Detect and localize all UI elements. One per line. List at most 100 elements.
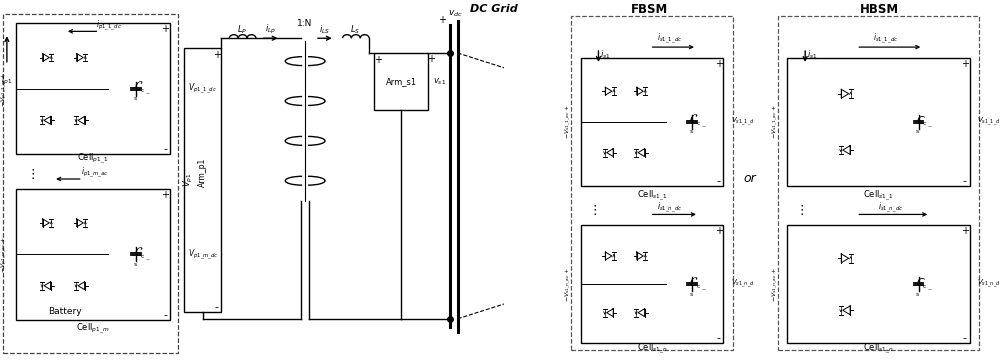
Text: $\mathcal{C}$: $\mathcal{C}$ xyxy=(134,81,143,93)
Polygon shape xyxy=(78,282,85,290)
Text: $C$: $C$ xyxy=(916,276,925,288)
Text: $i_{Lp}$: $i_{Lp}$ xyxy=(265,23,276,36)
Text: $i_{s1\_1\_dc}$: $i_{s1\_1\_dc}$ xyxy=(873,32,899,46)
Text: $\vdots$: $\vdots$ xyxy=(588,204,597,217)
Text: $\mathcal{C}$: $\mathcal{C}$ xyxy=(689,276,699,289)
Polygon shape xyxy=(637,87,643,95)
Text: +: + xyxy=(961,226,969,236)
Text: FBSM: FBSM xyxy=(631,3,668,16)
Text: $V_{s1\_n\_d}$: $V_{s1\_n\_d}$ xyxy=(977,278,1000,290)
Text: $i_{p1\_1\_dc}$: $i_{p1\_1\_dc}$ xyxy=(96,18,122,33)
Text: $V_{s1\_1\_d}$: $V_{s1\_1\_d}$ xyxy=(977,116,1000,128)
Text: c _: c _ xyxy=(923,284,932,289)
Polygon shape xyxy=(841,254,849,263)
Bar xyxy=(787,225,970,343)
Bar xyxy=(3,14,178,353)
Text: 1:N: 1:N xyxy=(297,19,313,28)
Text: $\vdots$: $\vdots$ xyxy=(795,204,804,217)
Text: c _: c _ xyxy=(141,254,149,259)
Text: +: + xyxy=(213,50,221,60)
Text: $i_{p1}$: $i_{p1}$ xyxy=(1,74,12,87)
Text: $i_{s1}$: $i_{s1}$ xyxy=(807,49,817,61)
Polygon shape xyxy=(841,89,849,98)
Text: +: + xyxy=(961,59,969,69)
Text: $i_{s1\_n\_dc}$: $i_{s1\_n\_dc}$ xyxy=(878,200,903,215)
Text: or: or xyxy=(744,172,756,185)
Text: $L_S$: $L_S$ xyxy=(350,23,360,36)
Text: $L_P$: $L_P$ xyxy=(237,23,247,36)
Bar xyxy=(778,16,979,350)
Polygon shape xyxy=(637,252,643,260)
Text: $-V_{p1\_m\_ac}+$: $-V_{p1\_m\_ac}+$ xyxy=(0,236,9,273)
Text: -: - xyxy=(215,302,219,312)
Text: -: - xyxy=(717,334,721,343)
Text: $i_{s1\_n\_dc}$: $i_{s1\_n\_dc}$ xyxy=(657,200,682,215)
Bar xyxy=(16,24,170,154)
Bar xyxy=(184,48,221,312)
Text: $V_{s1\_1\_d}$: $V_{s1\_1\_d}$ xyxy=(731,116,755,128)
Polygon shape xyxy=(605,87,612,95)
Polygon shape xyxy=(43,219,49,227)
Text: DC Grid: DC Grid xyxy=(470,4,517,14)
Polygon shape xyxy=(605,252,612,260)
Text: -: - xyxy=(163,144,167,155)
Text: c _: c _ xyxy=(697,121,705,126)
Polygon shape xyxy=(607,309,613,317)
Text: +: + xyxy=(438,15,446,25)
Polygon shape xyxy=(843,306,850,315)
Text: +: + xyxy=(715,59,723,69)
Text: s: s xyxy=(916,291,919,297)
Bar xyxy=(374,53,428,110)
Text: Cell$_{p1\_m}$: Cell$_{p1\_m}$ xyxy=(76,321,110,336)
Text: $i_{p1\_m\_ac}$: $i_{p1\_m\_ac}$ xyxy=(81,166,108,180)
Text: $v_{s1}$: $v_{s1}$ xyxy=(433,76,446,87)
Polygon shape xyxy=(77,219,83,227)
Text: -: - xyxy=(163,310,167,320)
Text: c _: c _ xyxy=(697,284,705,289)
Polygon shape xyxy=(638,149,645,156)
Text: c _: c _ xyxy=(141,89,149,93)
Text: +: + xyxy=(427,54,435,64)
Text: $i_{s1\_1\_dc}$: $i_{s1\_1\_dc}$ xyxy=(657,32,682,46)
Text: s: s xyxy=(689,291,693,297)
Polygon shape xyxy=(638,309,645,317)
Text: $V_{p1}$: $V_{p1}$ xyxy=(181,173,195,187)
Text: +: + xyxy=(161,190,169,200)
Text: +: + xyxy=(161,24,169,34)
Text: $i_{s1}$: $i_{s1}$ xyxy=(600,49,611,61)
Text: s: s xyxy=(916,129,919,134)
Polygon shape xyxy=(78,117,85,124)
Text: Cell$_{s1\_1}$: Cell$_{s1\_1}$ xyxy=(637,188,667,203)
Text: $i_{LS}$: $i_{LS}$ xyxy=(319,23,330,36)
Polygon shape xyxy=(77,54,83,61)
Text: c _: c _ xyxy=(923,121,932,126)
Text: -: - xyxy=(963,334,967,343)
Polygon shape xyxy=(44,117,51,124)
Text: $\mathcal{C}$: $\mathcal{C}$ xyxy=(689,113,699,126)
Text: $\vdots$: $\vdots$ xyxy=(26,167,35,181)
Polygon shape xyxy=(843,146,850,155)
Text: $V_{p1\_m\_dc}$: $V_{p1\_m\_dc}$ xyxy=(188,247,219,261)
Text: Cell$_{s1\_1}$: Cell$_{s1\_1}$ xyxy=(863,188,894,203)
Text: $V_{s1\_n\_d}$: $V_{s1\_n\_d}$ xyxy=(731,278,755,290)
Text: Arm_p1: Arm_p1 xyxy=(198,158,207,187)
Bar xyxy=(16,189,170,320)
Text: $V_{p1\_1\_dc}$: $V_{p1\_1\_dc}$ xyxy=(188,82,217,96)
Text: +: + xyxy=(715,226,723,236)
Text: s: s xyxy=(134,262,137,267)
Bar xyxy=(581,58,723,186)
Polygon shape xyxy=(43,54,49,61)
Text: Arm_s1: Arm_s1 xyxy=(386,77,417,86)
Bar xyxy=(581,225,723,343)
Bar xyxy=(787,58,970,186)
Text: -: - xyxy=(717,176,721,186)
Polygon shape xyxy=(44,282,51,290)
Text: Cell$_{p1\_1}$: Cell$_{p1\_1}$ xyxy=(77,151,109,166)
Text: $-V_{s1\_n\_ac}+$: $-V_{s1\_n\_ac}+$ xyxy=(564,267,572,302)
Text: Battery: Battery xyxy=(48,307,82,317)
Text: $C$: $C$ xyxy=(916,114,925,126)
Text: $-V_{s1\_1\_ac}+$: $-V_{s1\_1\_ac}+$ xyxy=(564,105,572,139)
Text: $-V_{p1\_1\_ac}+$: $-V_{p1\_1\_ac}+$ xyxy=(0,71,9,107)
Text: $v_{dc}$: $v_{dc}$ xyxy=(448,8,463,19)
Text: +: + xyxy=(374,55,382,65)
